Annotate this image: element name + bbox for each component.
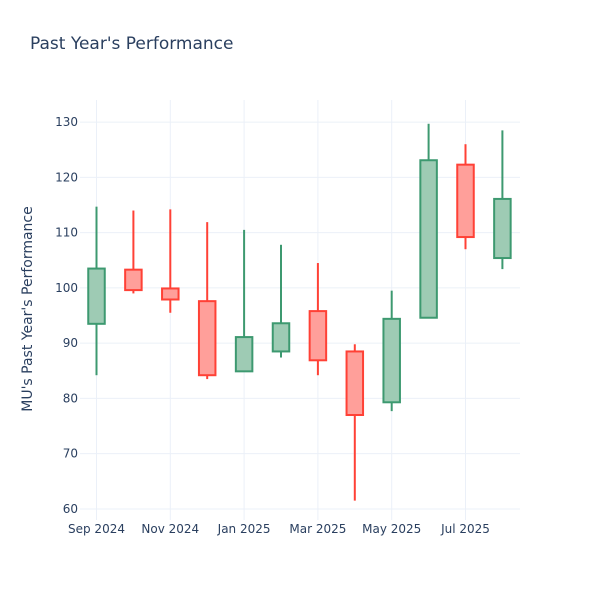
chart-svg: 60 70 80 90 100 110 120 130 Sep 2024 Nov 2024 Jan …	[0, 0, 600, 600]
y-tick-label: 70	[63, 447, 78, 461]
candle-body-decreasing	[162, 288, 179, 299]
candlestick-chart: Past Year's Performance 60 70 80 90 100 110 12…	[0, 0, 600, 600]
candle-body-increasing	[273, 323, 290, 351]
y-tick-label: 130	[55, 115, 78, 129]
x-tick-label: Mar 2025	[289, 522, 346, 536]
y-tick-label: 90	[63, 336, 78, 350]
y-tick-label: 80	[63, 391, 78, 405]
candle-body-increasing	[88, 269, 105, 324]
y-tick-label: 120	[55, 170, 78, 184]
chart-title: Past Year's Performance	[30, 34, 234, 54]
candle-body-decreasing	[347, 351, 364, 415]
candle-body-decreasing	[457, 165, 474, 237]
candle-body-decreasing	[125, 270, 141, 290]
x-tick-label: Nov 2024	[141, 522, 199, 536]
x-tick-label: Jan 2025	[217, 522, 271, 536]
candle-body-increasing	[420, 160, 437, 318]
x-tick-label: May 2025	[362, 522, 421, 536]
candle-body-increasing	[494, 199, 511, 258]
candle-body-decreasing	[199, 301, 216, 375]
y-axis-title: MU's Past Year's Performance	[20, 206, 36, 412]
candle-body-increasing	[383, 319, 400, 402]
y-tick-label: 60	[63, 502, 78, 516]
x-tick-label: Sep 2024	[68, 522, 125, 536]
candle-body-increasing	[236, 337, 253, 371]
y-tick-label: 100	[55, 281, 78, 295]
candle-body-decreasing	[310, 311, 327, 360]
y-tick-label: 110	[55, 226, 78, 240]
x-tick-label: Jul 2025	[440, 522, 490, 536]
